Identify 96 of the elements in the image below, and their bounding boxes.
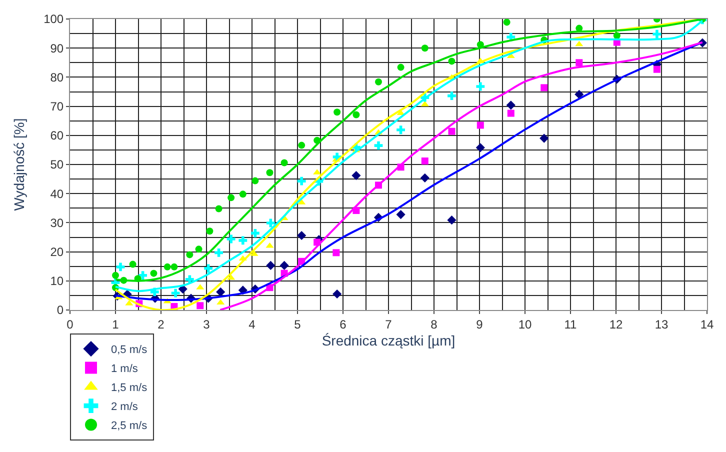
- point: [507, 110, 514, 117]
- point: [575, 40, 584, 46]
- x-tick-label: 9: [476, 317, 484, 332]
- point: [352, 171, 361, 180]
- point: [228, 194, 235, 202]
- point: [396, 126, 405, 134]
- y-tick-label: 40: [50, 186, 64, 201]
- point: [138, 271, 147, 280]
- x-tick-label: 10: [518, 317, 532, 332]
- legend-label: 1,5 m/s: [111, 382, 148, 394]
- point: [280, 159, 288, 166]
- point: [540, 84, 548, 92]
- point: [206, 228, 214, 235]
- y-axis-title: Wydajność [%]: [11, 118, 28, 211]
- point: [352, 111, 360, 118]
- point: [374, 141, 383, 150]
- point: [129, 260, 136, 268]
- point: [266, 169, 274, 176]
- y-tick-label: 50: [50, 158, 64, 172]
- point: [204, 264, 213, 273]
- x-tick-label: 2: [158, 317, 165, 332]
- point: [214, 248, 223, 257]
- x-tick-label: 12: [609, 317, 623, 332]
- point: [195, 246, 202, 253]
- y-tick-label: 10: [50, 274, 64, 288]
- point: [216, 287, 226, 297]
- point: [447, 216, 456, 225]
- x-tick-label: 3: [203, 317, 210, 332]
- point: [186, 251, 194, 258]
- point: [297, 176, 306, 186]
- point: [171, 288, 180, 298]
- point: [170, 263, 178, 270]
- point: [227, 274, 236, 280]
- point: [226, 234, 236, 244]
- point: [374, 78, 382, 86]
- point: [196, 302, 204, 310]
- point: [476, 143, 485, 152]
- legend-label: 2,5 m/s: [111, 420, 148, 432]
- y-tick-label: 100: [44, 12, 64, 26]
- x-tick-label: 7: [385, 317, 392, 332]
- y-tick-label: 30: [50, 216, 64, 230]
- legend-label: 2 m/s: [111, 401, 138, 414]
- point: [420, 173, 430, 182]
- point: [476, 122, 484, 129]
- point: [652, 30, 662, 38]
- x-tick-label: 13: [654, 317, 668, 332]
- y-tick-label: 60: [50, 128, 64, 143]
- point: [397, 64, 404, 71]
- point: [150, 270, 158, 277]
- x-tick-label: 14: [700, 317, 714, 332]
- point: [576, 59, 583, 66]
- point: [503, 19, 510, 26]
- point: [476, 82, 485, 91]
- point: [506, 100, 516, 110]
- point: [238, 236, 248, 245]
- point: [540, 134, 549, 143]
- point: [116, 262, 125, 272]
- point: [653, 66, 660, 73]
- point: [250, 228, 260, 238]
- y-tick-label: 0: [56, 303, 64, 318]
- x-tick-label: 0: [66, 317, 74, 332]
- point: [332, 249, 340, 256]
- point: [421, 44, 428, 52]
- point: [298, 142, 306, 149]
- point: [421, 158, 428, 165]
- x-tick-label: 8: [430, 317, 438, 332]
- point: [164, 263, 171, 270]
- x-tick-label: 4: [248, 317, 256, 332]
- point: [448, 128, 456, 135]
- point: [266, 242, 274, 248]
- point: [297, 230, 306, 240]
- point: [112, 272, 119, 279]
- x-tick-label: 1: [112, 317, 120, 332]
- point: [334, 108, 341, 116]
- point: [215, 205, 222, 212]
- point: [266, 218, 275, 228]
- legend-label: 1 m/s: [111, 363, 138, 376]
- y-tick-label: 90: [50, 41, 64, 56]
- y-tick-label: 80: [50, 70, 64, 84]
- point: [252, 177, 259, 184]
- point: [396, 210, 406, 220]
- point: [332, 289, 342, 299]
- y-tick-label: 20: [50, 245, 64, 259]
- point: [448, 92, 456, 100]
- x-tick-label: 5: [294, 317, 302, 332]
- x-axis-title: Średnica cząstki [µm]: [322, 332, 456, 349]
- point: [280, 260, 289, 270]
- point: [266, 260, 276, 270]
- point: [448, 58, 456, 65]
- y-tick-label: 70: [50, 100, 64, 114]
- legend-label: 0,5 m/s: [111, 344, 148, 356]
- point: [239, 190, 246, 198]
- x-tick-label: 6: [340, 317, 347, 332]
- point: [574, 90, 584, 99]
- x-tick-label: 11: [564, 317, 578, 332]
- point: [613, 32, 620, 40]
